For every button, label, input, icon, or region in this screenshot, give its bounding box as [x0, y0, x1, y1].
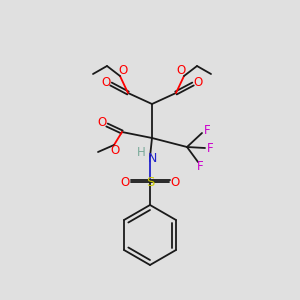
Text: O: O [170, 176, 180, 188]
Text: H: H [136, 146, 146, 160]
Text: O: O [101, 76, 111, 89]
Text: O: O [110, 145, 120, 158]
Text: O: O [176, 64, 186, 76]
Text: O: O [98, 116, 106, 130]
Text: N: N [147, 152, 157, 166]
Text: O: O [120, 176, 130, 188]
Text: F: F [207, 142, 213, 154]
Text: O: O [118, 64, 127, 76]
Text: F: F [204, 124, 210, 137]
Text: F: F [197, 160, 203, 173]
Text: O: O [194, 76, 202, 89]
Text: S: S [146, 176, 154, 188]
